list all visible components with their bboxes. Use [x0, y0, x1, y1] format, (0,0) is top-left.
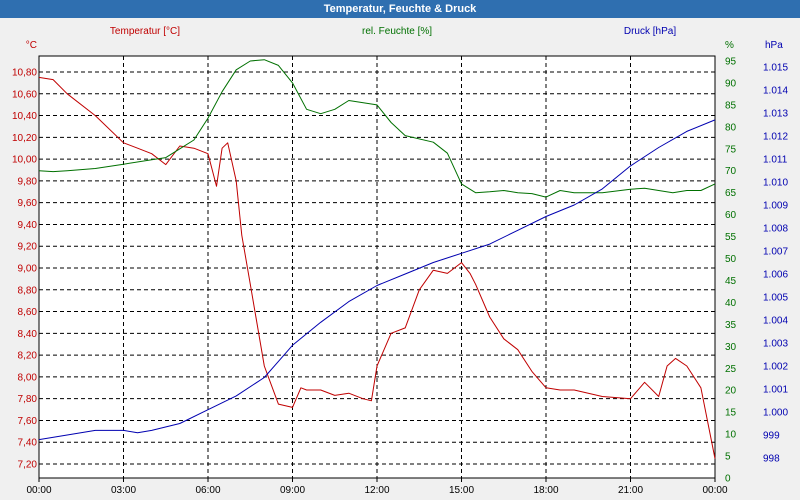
temperature-tick-label: 8,00: [18, 372, 38, 383]
temperature-tick-label: 10,80: [12, 68, 37, 79]
temperature-tick-label: 7,40: [18, 438, 38, 449]
humidity-axis-label: rel. Feuchte [%]: [362, 26, 432, 37]
humidity-tick-label: 20: [725, 386, 737, 397]
pressure-tick-label: 1.005: [763, 293, 788, 304]
pressure-unit: hPa: [765, 40, 783, 51]
pressure-tick-label: 1.008: [763, 224, 788, 235]
temperature-tick-label: 9,40: [18, 220, 38, 231]
temperature-tick-label: 9,60: [18, 198, 38, 209]
pressure-tick-label: 1.010: [763, 178, 788, 189]
x-tick-time: 06:00: [195, 485, 220, 496]
pressure-tick-label: 1.012: [763, 132, 788, 143]
humidity-tick-label: 40: [725, 298, 737, 309]
temperature-axis-label: Temperatur [°C]: [110, 26, 180, 37]
pressure-tick-label: 1.013: [763, 109, 788, 120]
pressure-tick-label: 1.015: [763, 63, 788, 74]
x-tick-time: 09:00: [280, 485, 305, 496]
humidity-tick-label: 80: [725, 122, 737, 133]
pressure-tick-label: 999: [763, 431, 780, 442]
temperature-tick-label: 9,80: [18, 176, 38, 187]
x-tick-time: 15:00: [449, 485, 474, 496]
temperature-tick-label: 8,60: [18, 307, 38, 318]
humidity-tick-label: 70: [725, 166, 737, 177]
temperature-tick-label: 10,00: [12, 155, 37, 166]
pressure-tick-label: 1.004: [763, 316, 788, 327]
humidity-tick-label: 0: [725, 474, 731, 485]
temperature-tick-label: 10,60: [12, 89, 37, 100]
pressure-tick-label: 1.014: [763, 86, 788, 97]
humidity-tick-label: 5: [725, 452, 731, 463]
humidity-tick-label: 30: [725, 342, 737, 353]
series-line-temperature: [38, 76, 716, 459]
x-tick-time: 00:00: [26, 485, 51, 496]
line-chart: 00:0017.03.2203:0017.03.2206:0017.03.220…: [12, 26, 788, 496]
pressure-tick-label: 998: [763, 454, 780, 465]
temperature-unit: °C: [26, 40, 37, 51]
pressure-tick-label: 1.009: [763, 201, 788, 212]
x-tick-time: 00:00: [702, 485, 727, 496]
pressure-axis-label: Druck [hPa]: [624, 26, 676, 37]
humidity-tick-label: 65: [725, 188, 737, 199]
window-title: Temperatur, Feuchte & Druck: [0, 0, 800, 18]
temperature-tick-label: 8,80: [18, 285, 38, 296]
humidity-tick-label: 15: [725, 408, 737, 419]
humidity-unit: %: [725, 40, 734, 51]
pressure-tick-label: 1.011: [763, 155, 788, 166]
temperature-tick-label: 10,20: [12, 133, 37, 144]
humidity-tick-label: 75: [725, 144, 737, 155]
series-layer: [38, 59, 716, 459]
temperature-tick-label: 8,20: [18, 351, 38, 362]
series-line-humidity: [38, 59, 716, 198]
x-tick-time: 03:00: [111, 485, 136, 496]
temperature-tick-label: 8,40: [18, 329, 38, 340]
pressure-tick-label: 1.000: [763, 408, 788, 419]
temperature-tick-label: 10,40: [12, 111, 37, 122]
humidity-tick-label: 85: [725, 100, 737, 111]
humidity-tick-label: 90: [725, 78, 737, 89]
x-tick-time: 12:00: [364, 485, 389, 496]
pressure-tick-label: 1.003: [763, 339, 788, 350]
grid: [38, 56, 716, 482]
x-tick-time: 18:00: [533, 485, 558, 496]
humidity-tick-label: 45: [725, 276, 737, 287]
axis-labels: 00:0017.03.2203:0017.03.2206:0017.03.220…: [12, 26, 788, 496]
temperature-tick-label: 7,20: [18, 460, 38, 471]
humidity-tick-label: 10: [725, 430, 737, 441]
pressure-tick-label: 1.006: [763, 270, 788, 281]
pressure-tick-label: 1.002: [763, 362, 788, 373]
humidity-tick-label: 55: [725, 232, 737, 243]
pressure-tick-label: 1.007: [763, 247, 788, 258]
pressure-tick-label: 1.001: [763, 385, 788, 396]
humidity-tick-label: 25: [725, 364, 737, 375]
humidity-tick-label: 60: [725, 210, 737, 221]
temperature-tick-label: 9,00: [18, 264, 38, 275]
humidity-tick-label: 95: [725, 57, 737, 68]
humidity-tick-label: 50: [725, 254, 737, 265]
temperature-tick-label: 9,20: [18, 242, 38, 253]
humidity-tick-label: 35: [725, 320, 737, 331]
x-tick-time: 21:00: [618, 485, 643, 496]
series-line-pressure: [38, 119, 716, 441]
temperature-tick-label: 7,80: [18, 394, 38, 405]
temperature-tick-label: 7,60: [18, 416, 38, 427]
